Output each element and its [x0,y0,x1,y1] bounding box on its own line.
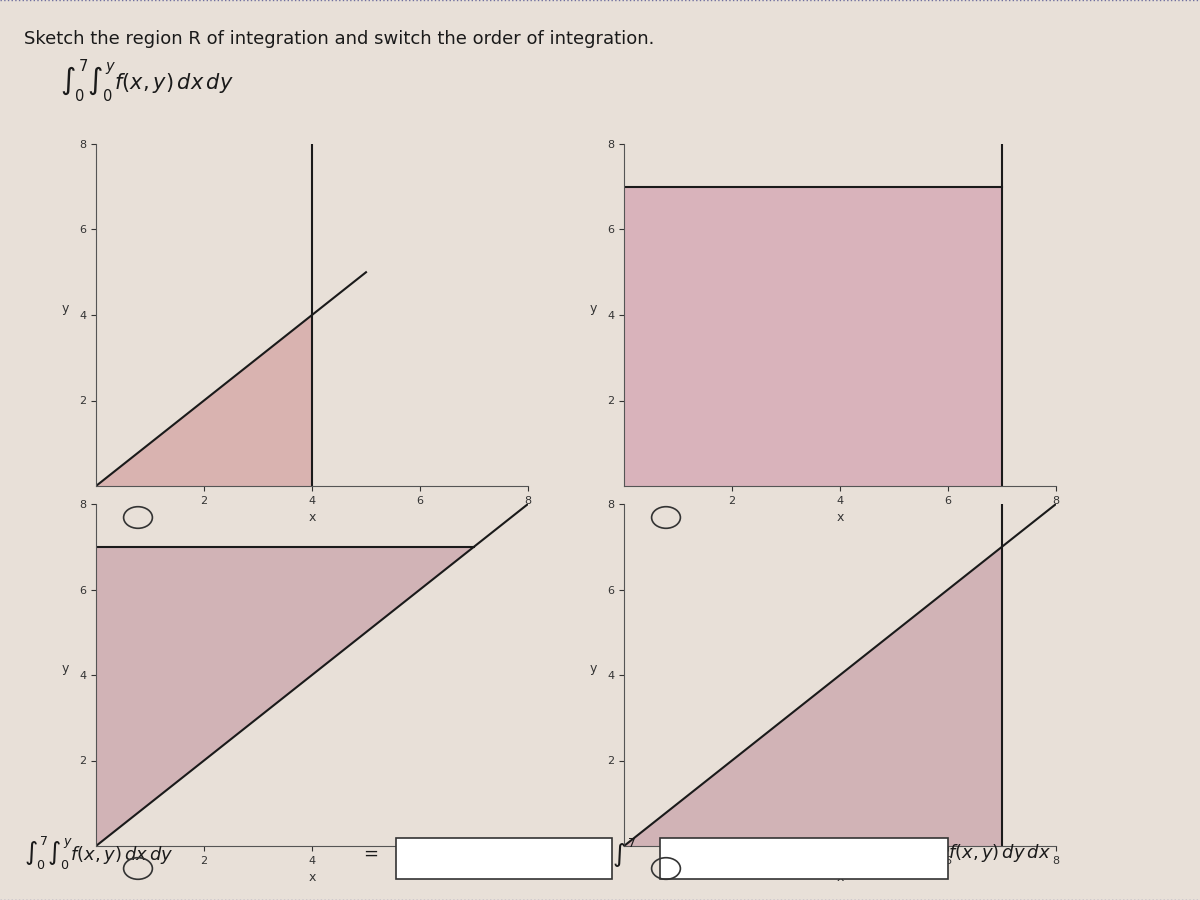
X-axis label: x: x [836,871,844,885]
Text: $\int_0^7 \int_0^y f(x, y)\, dx\, dy$: $\int_0^7 \int_0^y f(x, y)\, dx\, dy$ [60,58,234,104]
Polygon shape [624,546,1002,846]
Text: $\int_0^7 \int_0^y f(x, y)\, dx\, dy$: $\int_0^7 \int_0^y f(x, y)\, dx\, dy$ [24,834,174,872]
Polygon shape [96,546,474,846]
Text: $f(x, y)\, dy\, dx$: $f(x, y)\, dy\, dx$ [948,842,1051,864]
Bar [624,186,1002,486]
FancyBboxPatch shape [660,838,948,879]
X-axis label: x: x [308,871,316,885]
Y-axis label: y: y [589,662,596,675]
FancyBboxPatch shape [396,838,612,879]
X-axis label: x: x [308,511,316,525]
Y-axis label: y: y [61,302,68,315]
Text: $=$: $=$ [360,844,379,862]
Text: $\int^7$: $\int^7$ [612,837,636,869]
Text: Sketch the region R of integration and switch the order of integration.: Sketch the region R of integration and s… [24,31,654,49]
Y-axis label: y: y [61,662,68,675]
X-axis label: x: x [836,511,844,525]
Polygon shape [96,315,312,486]
Y-axis label: y: y [589,302,596,315]
